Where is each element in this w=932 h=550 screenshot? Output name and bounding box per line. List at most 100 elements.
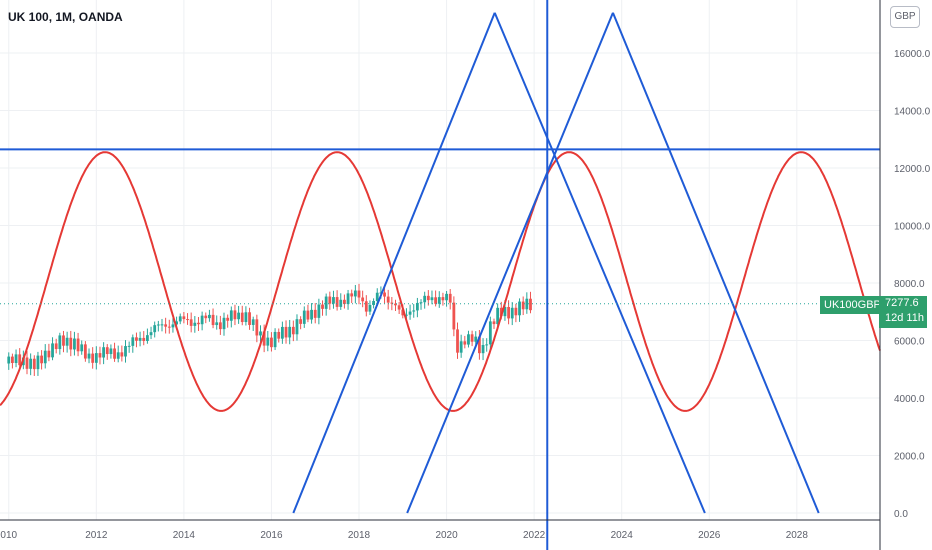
candle-body — [368, 305, 372, 312]
candle-body — [496, 307, 500, 325]
candle-body — [62, 335, 65, 346]
candle-body — [54, 343, 58, 350]
x-tick-label: 2026 — [698, 530, 721, 541]
candle-body — [222, 317, 226, 330]
candle-body — [415, 302, 419, 311]
diagonal-trend-line — [406, 12, 614, 514]
sine-cycle-line — [0, 151, 881, 412]
candle-body — [448, 293, 452, 303]
candle-body — [240, 312, 244, 323]
candle-body — [145, 335, 149, 341]
candle-body — [87, 353, 91, 359]
candle-body — [488, 321, 492, 345]
candles-layer — [7, 283, 532, 376]
candle-body — [507, 306, 510, 319]
diagonal-trend-line — [493, 12, 706, 514]
candle-body — [138, 337, 142, 341]
y-tick-label: 14000.0 — [894, 107, 931, 118]
symbol-title[interactable]: UK 100, 1M, OANDA — [8, 10, 123, 24]
candle-body — [105, 347, 109, 355]
candle-body — [142, 337, 146, 341]
candle-body — [364, 301, 368, 312]
drawings-layer[interactable] — [0, 0, 881, 550]
candle-body — [372, 300, 375, 306]
candle-body — [124, 346, 127, 357]
candle-body — [521, 301, 525, 310]
candle-body — [445, 293, 448, 301]
candle-body — [32, 358, 36, 370]
candle-body — [102, 347, 106, 358]
candle-body — [353, 290, 357, 297]
candle-body — [43, 350, 47, 364]
candle-body — [14, 354, 18, 363]
candle-body — [485, 344, 489, 346]
candle-body — [426, 295, 430, 301]
x-tick-label: 2016 — [260, 530, 283, 541]
candle-body — [423, 295, 427, 303]
candle-body — [306, 310, 310, 320]
candle-body — [215, 322, 219, 326]
candle-body — [25, 357, 29, 369]
candle-body — [229, 310, 233, 321]
candle-body — [167, 326, 171, 328]
candle-body — [171, 324, 175, 328]
candle-body — [204, 315, 208, 319]
candle-body — [361, 297, 365, 302]
candle-body — [510, 307, 514, 319]
candle-body — [467, 334, 470, 345]
candle-body — [394, 303, 397, 306]
y-tick-label: 12000.0 — [894, 164, 931, 175]
candle-body — [251, 319, 255, 325]
candle-body — [164, 324, 168, 327]
candle-body — [29, 358, 33, 369]
diagonal-trend-line — [292, 12, 496, 514]
candle-body — [456, 329, 459, 353]
candle-body — [474, 336, 478, 342]
x-tick-label: 2014 — [173, 530, 196, 541]
candle-body — [459, 341, 463, 353]
y-tick-label: 2000.0 — [894, 452, 925, 463]
candle-body — [182, 316, 186, 320]
candle-body — [390, 302, 394, 304]
candle-body — [160, 324, 164, 326]
candle-body — [452, 302, 456, 330]
candle-body — [233, 310, 237, 320]
candle-body — [80, 344, 84, 352]
candle-body — [310, 309, 313, 320]
candle-body — [200, 315, 204, 325]
x-tick-label: 2012 — [85, 530, 108, 541]
candle-body — [11, 356, 14, 363]
currency-button[interactable]: GBP — [890, 6, 920, 28]
candle-body — [7, 356, 11, 364]
bar-countdown: 12d 11h — [885, 312, 924, 324]
candle-body — [244, 312, 248, 323]
y-tick-label: 0.0 — [894, 509, 908, 520]
candle-body — [149, 332, 153, 336]
candle-body — [237, 312, 241, 320]
candle-body — [328, 296, 332, 304]
candle-body — [335, 297, 339, 307]
candle-body — [419, 302, 423, 304]
candle-body — [397, 305, 401, 310]
diagonal-trend-line — [612, 12, 820, 514]
candle-body — [208, 314, 211, 319]
candle-body — [405, 314, 408, 316]
candle-body — [135, 337, 138, 341]
candle-body — [18, 354, 22, 366]
y-tick-label: 10000.0 — [894, 222, 931, 233]
last-price-value: 7277.6 — [885, 297, 919, 309]
candle-body — [47, 350, 51, 358]
candle-body — [434, 297, 438, 304]
candle-body — [280, 326, 284, 339]
candle-body — [131, 337, 135, 346]
candle-body — [343, 299, 346, 305]
candle-body — [313, 309, 317, 318]
y-tick-label: 4000.0 — [894, 394, 925, 405]
candle-body — [127, 345, 131, 347]
candle-body — [441, 297, 445, 301]
candle-body — [193, 322, 197, 326]
last-price-label: 7277.6 12d 11h — [879, 296, 927, 328]
candle-body — [211, 314, 215, 326]
